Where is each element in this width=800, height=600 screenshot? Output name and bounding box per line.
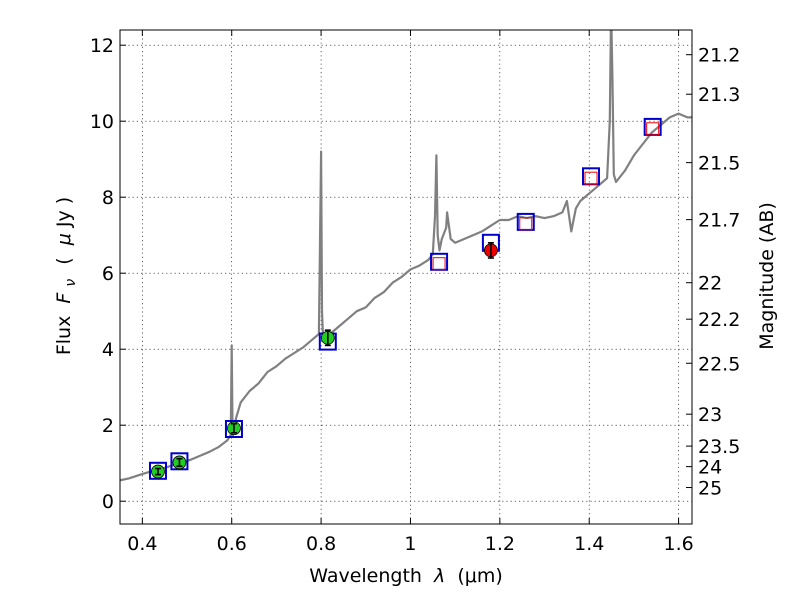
x-tick-label: 0.4 bbox=[127, 533, 157, 555]
y2-tick-label: 21.2 bbox=[698, 45, 740, 67]
spectrum-line bbox=[120, 30, 692, 482]
y2-tick-label: 21.3 bbox=[698, 84, 740, 106]
y2-tick-label: 23.5 bbox=[698, 436, 740, 458]
y2-tick-label: 25 bbox=[698, 478, 722, 500]
x-tick-label: 1 bbox=[404, 533, 416, 555]
x-axis-title-text: Wavelength bbox=[309, 565, 422, 587]
x-axis-unit: (μm) bbox=[457, 565, 502, 587]
y-tick-label: 4 bbox=[102, 339, 114, 361]
y2-tick-label: 23 bbox=[698, 404, 722, 426]
y-tick-label: 6 bbox=[102, 263, 114, 285]
y-tick-label: 10 bbox=[90, 111, 114, 133]
y-tick-label: 8 bbox=[102, 187, 114, 209]
model-band-red-square bbox=[646, 122, 660, 136]
x-axis-symbol: λ bbox=[433, 565, 445, 587]
x-tick-label: 1.2 bbox=[485, 533, 515, 555]
model-band-red-square bbox=[519, 217, 533, 231]
y2-tick-label: 22.2 bbox=[698, 309, 740, 331]
x-tick-label: 1.6 bbox=[663, 533, 693, 555]
x-tick-label: 0.6 bbox=[217, 533, 247, 555]
y-axis-unit-rest: Jy ) bbox=[53, 197, 75, 228]
y-axis-symbol: F bbox=[53, 292, 75, 304]
y-tick-label: 2 bbox=[102, 415, 114, 437]
x-axis-title: Wavelength λ (μm) bbox=[309, 565, 502, 587]
model-band-square bbox=[224, 420, 243, 438]
y-axis-title-text: Flux bbox=[53, 316, 75, 356]
model-band-square bbox=[148, 461, 167, 480]
y-axis-subscript: ν bbox=[63, 279, 79, 287]
y2-tick-label: 24 bbox=[698, 457, 722, 479]
x-tick-label: 1.4 bbox=[574, 533, 604, 555]
plot-frame bbox=[119, 29, 693, 525]
y2-tick-label: 21.5 bbox=[698, 153, 740, 175]
y2-tick-label: 21.7 bbox=[698, 210, 740, 232]
y-tick-label: 12 bbox=[90, 35, 114, 57]
x-tick-label: 0.8 bbox=[306, 533, 336, 555]
y2-axis-title: Magnitude (AB) bbox=[756, 202, 778, 350]
y-axis-title: Flux F ν ( μ Jy ) bbox=[53, 197, 80, 355]
plot-area bbox=[120, 30, 692, 482]
y-tick-label: 0 bbox=[102, 491, 114, 513]
y-axis-unit-mu: μ bbox=[53, 233, 75, 246]
axis-ticks bbox=[120, 30, 692, 524]
model-band-red-square bbox=[432, 257, 446, 271]
y2-tick-label: 22 bbox=[698, 273, 722, 295]
y-axis-unit-open: ( bbox=[53, 257, 75, 264]
model-band-red-square bbox=[584, 171, 598, 185]
y2-tick-label: 22.5 bbox=[698, 353, 740, 375]
